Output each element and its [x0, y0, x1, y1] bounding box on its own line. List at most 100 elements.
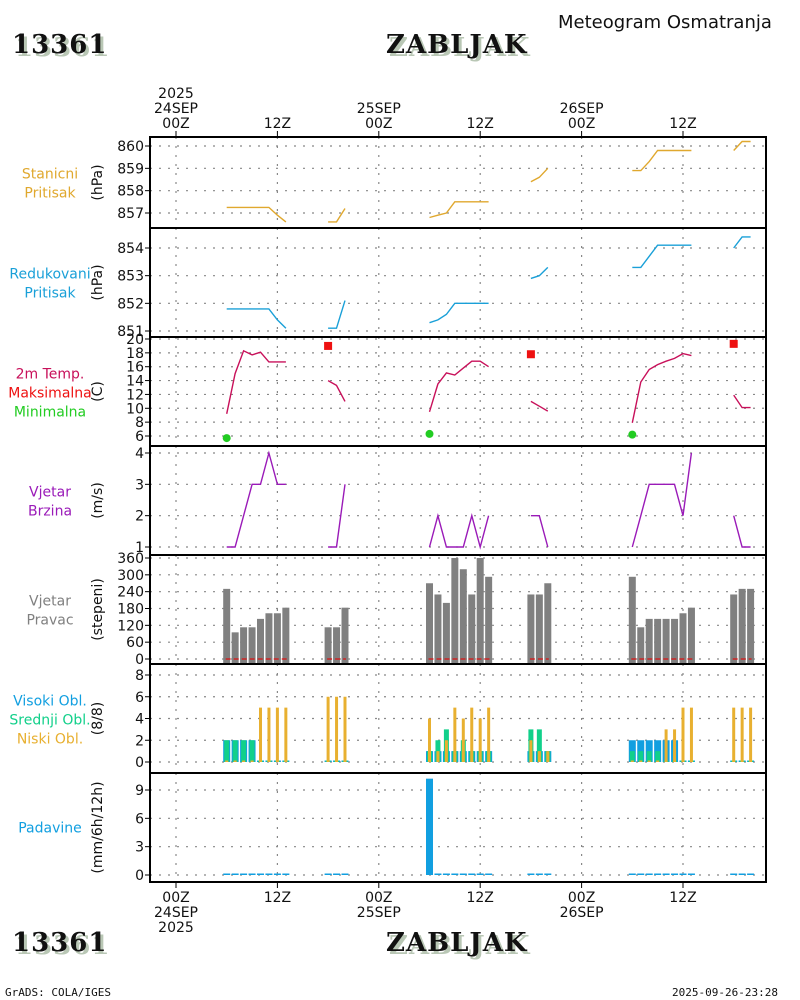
y-tick-label: 853: [117, 269, 144, 285]
station_pressure-line: [328, 208, 346, 223]
station-name-bottom: ZABLJAK: [386, 928, 528, 958]
cloud-bar-cloud_low: [225, 760, 229, 762]
precip-bar: [687, 873, 695, 875]
y-tick-label: 14: [126, 374, 144, 390]
panel-label: 2m Temp.: [16, 367, 85, 383]
panel-station_pressure: 857 858 859 860 Stanicni Pritisak (hPa): [22, 136, 767, 229]
y-tick-label: 6: [135, 811, 144, 827]
cloud-bar-cloud_low: [428, 718, 431, 762]
precip-bar: [451, 873, 459, 875]
cloud-bar-cloud_low: [242, 760, 246, 762]
panel-label: Visoki Obl.: [13, 694, 87, 710]
cloud-bar-cloud_low: [326, 696, 330, 762]
top-axis-label: 26SEP: [560, 101, 604, 117]
wind-dir-bar: [223, 588, 231, 664]
panel-label: Pritisak: [24, 186, 76, 202]
precip-bar: [485, 873, 493, 875]
y-tick-label: 8: [135, 415, 144, 431]
cloud-bar-cloud_low: [740, 707, 744, 762]
precip-bar: [434, 873, 442, 875]
cloud-bar-cloud_low: [681, 707, 685, 762]
top-axis-label: 00Z: [365, 116, 392, 132]
wind-dir-bar: [645, 618, 653, 664]
bottom-axis-label: 25SEP: [357, 905, 401, 921]
wind-dir-bar: [265, 613, 273, 664]
precip-bar: [645, 873, 653, 875]
cloud-bar-cloud_low: [275, 707, 279, 762]
y-tick-label: 1: [135, 540, 144, 556]
cloud-bar-cloud_low: [639, 760, 643, 762]
generated-timestamp: 2025-09-26-23:28: [672, 986, 778, 999]
y-tick-label: 0: [135, 652, 144, 668]
cloud-bar-cloud_low: [656, 760, 660, 762]
wind_speed-line: [530, 515, 549, 548]
cloud-bar-cloud_mid: [638, 751, 644, 762]
wind-dir-bar: [468, 594, 476, 664]
y-tick-label: 18: [126, 346, 144, 362]
y-tick-label: 2: [135, 733, 144, 749]
wind-dir-bar: [535, 594, 543, 664]
y-tick-label: 16: [126, 360, 144, 376]
bottom-axis-label: 12Z: [669, 890, 696, 906]
temperature-line: [733, 394, 751, 409]
reduced_pressure-line: [328, 300, 346, 329]
station_pressure-line: [429, 201, 489, 219]
y-tick-label: 4: [135, 712, 144, 728]
cloud-bar-cloud_low: [335, 696, 339, 762]
panel-clouds: 0 2 4 6 8 Visoki Obl. Srednji Obl. Niski Obl. (8…: [9, 663, 767, 774]
tmax-marker: [729, 339, 738, 348]
precip-bar: [324, 873, 332, 875]
reduced_pressure-line: [226, 308, 287, 329]
y-tick-label: 20: [126, 332, 144, 348]
cloud-bar-cloud_low: [537, 751, 541, 762]
bottom-axis-label: 12Z: [264, 890, 291, 906]
wind-dir-bar: [240, 627, 248, 664]
wind-dir-bar: [679, 613, 687, 664]
y-tick-label: 0: [135, 868, 144, 884]
cloud-bar-cloud_low: [444, 740, 448, 762]
top-axis-label: 24SEP: [154, 101, 198, 117]
y-unit-label: (stepeni): [90, 578, 106, 641]
wind-dir-bar: [434, 594, 442, 664]
temperature-line: [428, 360, 489, 413]
panel-label: Vjetar: [29, 485, 71, 501]
panel-label: Padavine: [18, 821, 82, 837]
panel-label: Minimalna: [14, 405, 86, 421]
wind-dir-bar: [687, 607, 695, 664]
reduced_pressure-line: [733, 236, 751, 249]
wind-dir-bar: [451, 558, 459, 664]
y-tick-label: 851: [117, 324, 144, 340]
y-unit-label: (hPa): [90, 164, 106, 200]
cloud-bar-cloud_low: [732, 707, 736, 762]
temperature-line: [327, 379, 346, 402]
panel-label: Brzina: [28, 504, 72, 520]
wind-dir-bar: [231, 632, 239, 664]
panel-label: Maksimalna: [8, 386, 92, 402]
bottom-axis-label: 00Z: [365, 890, 392, 906]
wind-dir-bar: [485, 576, 493, 664]
wind-dir-bar: [324, 627, 332, 664]
precip-bar: [730, 873, 738, 875]
panel-frame: [149, 445, 767, 556]
wind_speed-line: [226, 450, 286, 548]
reduced_pressure-line: [530, 266, 549, 280]
cloud-bar-cloud_mid: [646, 751, 652, 762]
wind-dir-bar: [747, 588, 755, 664]
precip-bar: [223, 873, 231, 875]
precip-bar: [654, 873, 662, 875]
panel-label: Redukovani: [9, 267, 90, 283]
y-tick-label: 859: [117, 161, 144, 177]
panel-label: Niski Obl.: [17, 732, 83, 748]
wind-dir-bar: [671, 618, 679, 664]
y-unit-label: (hPa): [90, 264, 106, 300]
cloud-bar-cloud_low: [647, 760, 651, 762]
station_pressure-line: [226, 206, 287, 223]
y-unit-label: (C): [90, 381, 106, 402]
cloud-bar-cloud_low: [453, 707, 457, 762]
panel-label: Pravac: [26, 613, 73, 629]
cloud-bar-cloud_low: [546, 751, 550, 762]
y-tick-label: 240: [117, 585, 144, 601]
wind-dir-bar: [442, 602, 450, 664]
top-axis-label: 00Z: [568, 116, 595, 132]
precip-bar: [248, 873, 256, 875]
